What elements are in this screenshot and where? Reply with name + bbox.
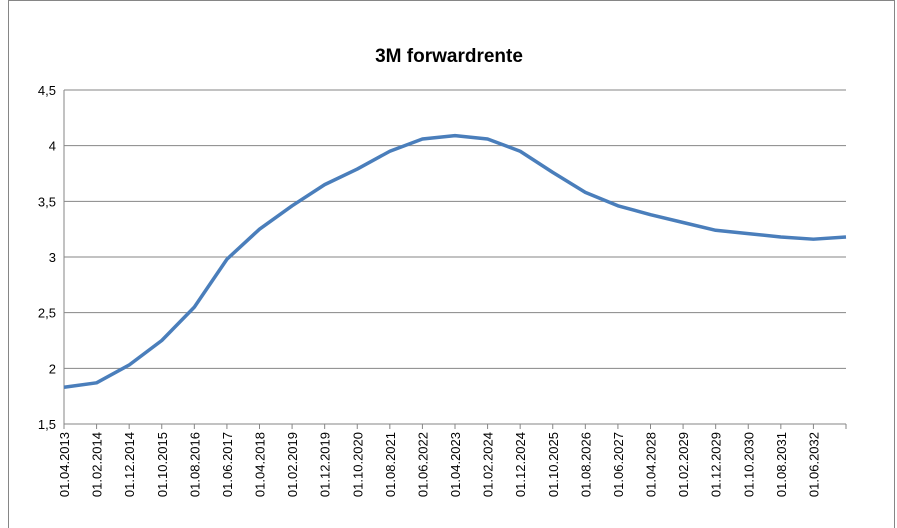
y-tick-label: 3 [49,250,56,265]
chart-border [8,0,895,528]
x-tick-label: 01.12.2024 [513,432,528,497]
y-tick-label: 3,5 [38,194,56,209]
x-tick-label: 01.08.2026 [578,432,593,497]
chart-title: 3M forwardrente [375,46,523,67]
y-tick-label: 2 [49,361,56,376]
x-tick-label: 01.12.2014 [122,432,137,497]
x-tick-label: 01.10.2030 [741,432,756,497]
x-tick-label: 01.08.2031 [774,432,789,497]
x-tick-label: 01.04.2023 [448,432,463,497]
series-line [63,133,847,389]
x-tick-label: 01.08.2021 [383,432,398,497]
x-tick-label: 01.12.2029 [709,432,724,497]
x-tick-label: 01.02.2019 [285,432,300,497]
x-tick-label: 01.04.2028 [644,432,659,497]
x-tick-label: 01.06.2027 [611,432,626,497]
x-tick-label: 01.06.2017 [220,432,235,497]
y-tick-label: 1,5 [38,417,56,432]
x-tick-label: 01.10.2025 [546,432,561,497]
x-tick-label: 01.02.2014 [90,432,105,497]
x-tick-label: 01.04.2018 [253,432,268,497]
x-tick-label: 01.12.2019 [318,432,333,497]
x-tick-label: 01.08.2016 [187,432,202,497]
x-tick-label: 01.10.2020 [350,432,365,497]
y-tick-label: 2,5 [38,306,56,321]
x-tick-label: 01.06.2032 [806,432,821,497]
x-tick-label: 01.06.2022 [415,432,430,497]
x-tick-label: 01.10.2015 [155,432,170,497]
y-tick-label: 4,5 [38,83,56,98]
y-tick-label: 4 [49,139,56,154]
x-tick-label: 01.02.2029 [676,432,691,497]
x-tick-label: 01.02.2024 [481,432,496,497]
x-tick-label: 01.04.2013 [57,432,72,497]
